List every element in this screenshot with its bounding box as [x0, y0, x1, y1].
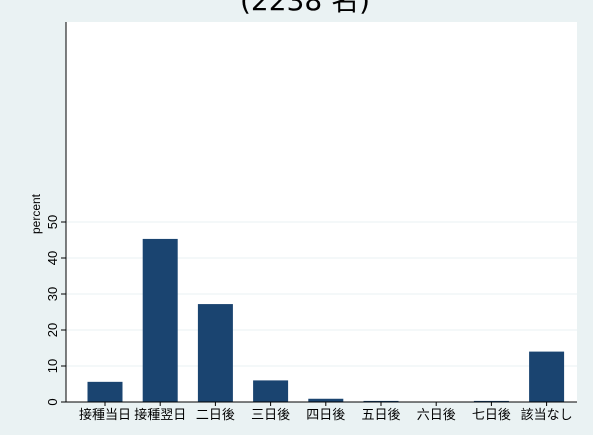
y-tick-label: 30 — [45, 287, 60, 301]
y-tick-label: 10 — [45, 359, 60, 373]
bar-5 — [308, 398, 344, 402]
x-tick-label: 三日後 — [251, 408, 290, 423]
x-tick-label: 四日後 — [306, 408, 345, 423]
x-tick-label: 接種当日 — [79, 407, 131, 423]
x-tick-label: 該当なし — [521, 407, 573, 423]
bar-2 — [142, 238, 178, 402]
chart-title: (2238 名) — [240, 0, 370, 17]
y-tick-label: 20 — [45, 323, 60, 337]
bar-4 — [253, 380, 289, 402]
plot-area — [66, 22, 577, 402]
bar-9 — [529, 351, 565, 402]
bar-1 — [87, 381, 123, 402]
y-axis-label: percent — [29, 193, 43, 234]
x-tick-label: 接種翌日 — [134, 407, 186, 423]
y-tick-label: 50 — [45, 215, 60, 229]
y-tick-label: 0 — [45, 398, 60, 405]
x-tick-label: 六日後 — [417, 408, 456, 423]
x-tick-label: 七日後 — [472, 408, 511, 423]
bar-3 — [197, 304, 233, 402]
x-tick-label: 二日後 — [196, 408, 235, 423]
bar-6 — [363, 400, 399, 402]
y-tick-label: 40 — [45, 251, 60, 265]
x-tick-label: 五日後 — [361, 408, 400, 423]
bar-8 — [473, 400, 509, 402]
